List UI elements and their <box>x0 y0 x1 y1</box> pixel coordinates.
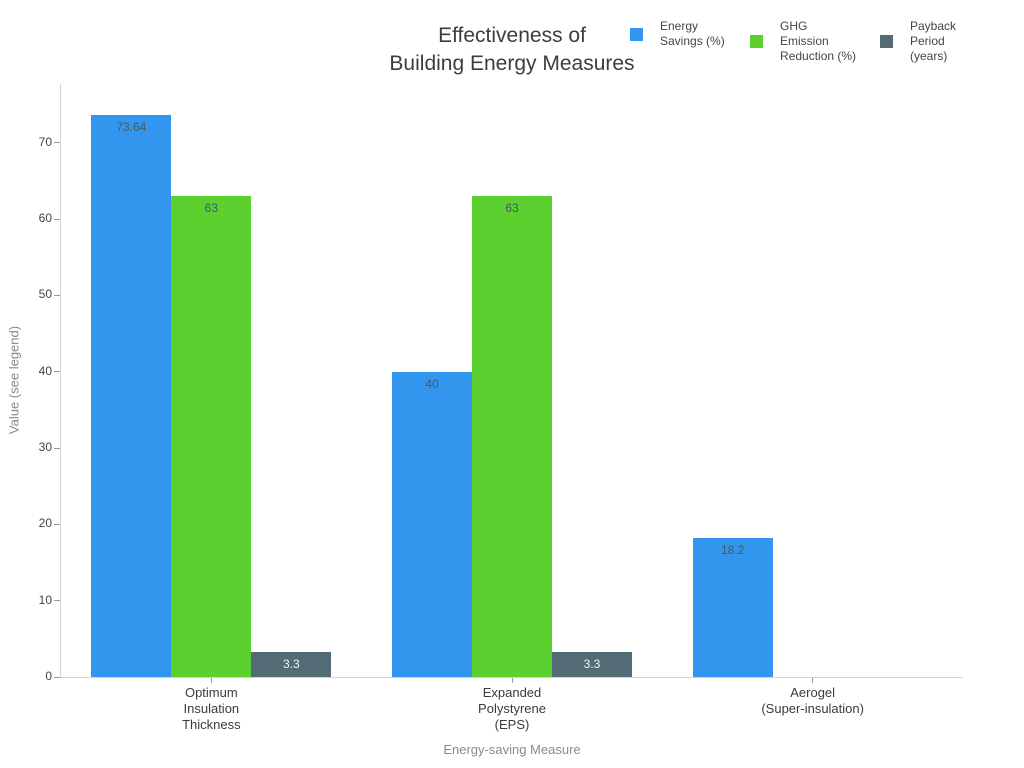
y-tick-mark <box>54 294 60 296</box>
bar-energy-savings[interactable]: 73.64 <box>91 114 172 677</box>
legend-label: Energy Savings (%) <box>660 19 725 48</box>
chart-title-line2: Building Energy Measures <box>389 52 635 75</box>
bar-payback-period[interactable]: 3.3 <box>552 651 632 677</box>
bar-energy-savings[interactable]: 40 <box>392 371 472 677</box>
legend-swatch <box>750 35 763 48</box>
y-axis-title: Value (see legend) <box>6 325 22 435</box>
legend-item-energy-savings[interactable]: Energy Savings (%) <box>630 19 725 49</box>
y-tick-mark <box>54 523 60 525</box>
y-tick-label: 20 <box>38 516 52 531</box>
bar-value-label: 63 <box>505 201 519 216</box>
x-tick-mark <box>210 678 212 683</box>
x-axis-line <box>60 677 963 678</box>
legend: Energy Savings (%) GHG Emission Reduction… <box>0 19 1024 69</box>
bar-value-label: 40 <box>425 376 439 391</box>
x-category-label: Optimum Insulation Thickness <box>182 685 241 732</box>
legend-label: Payback Period (years) <box>910 19 957 63</box>
y-tick-label: 70 <box>38 134 52 149</box>
legend-swatch <box>630 27 643 41</box>
bar-energy-savings[interactable]: 18.2 <box>692 538 773 677</box>
legend-item-ghg-emission-reduction[interactable]: GHG Emission Reduction (%) <box>750 19 856 64</box>
y-tick-label: 40 <box>38 363 52 378</box>
chart-title-line1: Effectiveness of <box>438 24 586 47</box>
bar-value-label: 3.3 <box>583 656 601 671</box>
bar-payback-period[interactable]: 3.3 <box>251 651 332 677</box>
legend-swatch <box>880 35 893 48</box>
x-tick-mark <box>812 678 814 683</box>
y-tick-mark <box>54 447 60 449</box>
x-axis-title: Energy-saving Measure <box>443 742 581 757</box>
y-tick-mark <box>54 142 60 144</box>
bar-value-label: 73.64 <box>116 119 147 134</box>
y-tick-mark <box>54 676 60 678</box>
x-category-label: Aerogel (Super-insulation) <box>761 685 864 716</box>
bar-value-label: 18.2 <box>720 543 745 558</box>
bar-value-label: 63 <box>204 201 218 216</box>
y-axis-line <box>60 84 61 678</box>
y-tick-label: 10 <box>38 592 52 607</box>
y-tick-label: 60 <box>38 211 52 226</box>
y-tick-label: 50 <box>38 287 52 302</box>
y-tick-mark <box>54 218 60 220</box>
y-tick-mark <box>54 371 60 373</box>
chart-title: Effectiveness of Building Energy Measure… <box>0 22 1024 78</box>
y-tick-mark <box>54 600 60 602</box>
legend-label: GHG Emission Reduction (%) <box>780 19 857 63</box>
y-tick-label: 30 <box>38 440 52 455</box>
y-tick-label: 0 <box>45 669 52 683</box>
bar-ghg-emission-reduction[interactable]: 63 <box>472 196 552 677</box>
bar-value-label: 3.3 <box>282 656 300 671</box>
x-tick-mark <box>511 678 513 683</box>
legend-item-payback-period[interactable]: Payback Period (years) <box>880 19 956 64</box>
bar-ghg-emission-reduction[interactable]: 63 <box>171 196 252 677</box>
x-category-label: Expanded Polystyrene (EPS) <box>478 685 546 732</box>
